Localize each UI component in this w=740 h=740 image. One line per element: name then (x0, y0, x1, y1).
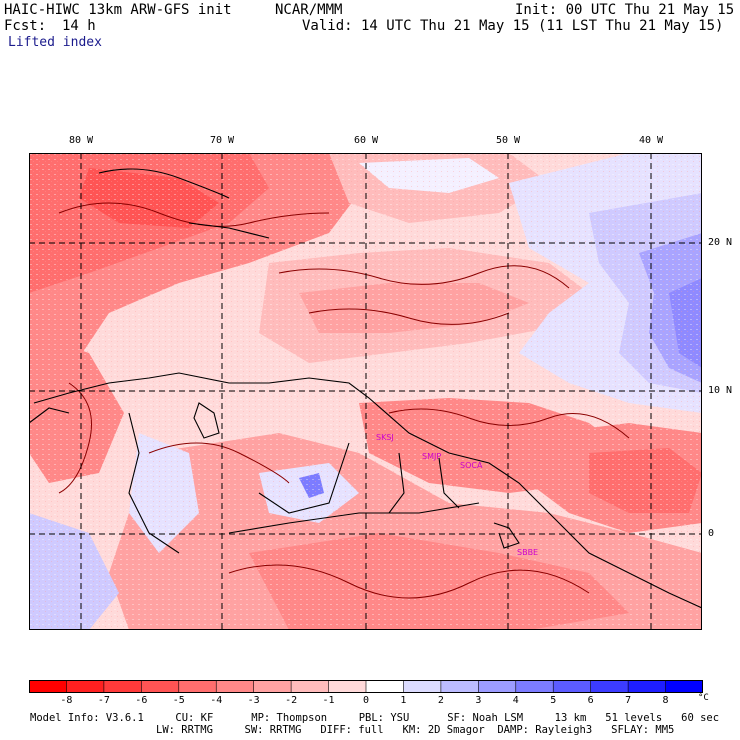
colorbar-swatch (403, 680, 442, 693)
colorbar-unit: °C (698, 693, 709, 703)
coastline-south-america-north (33, 372, 702, 609)
colorbar-tick-label: 7 (625, 695, 632, 706)
lon-label-40w: 40 W (638, 135, 664, 146)
station-label-sbbe: SBBE (517, 548, 538, 557)
lat-label-equator: 0 (708, 528, 715, 539)
lat-label-20n: 20 N (708, 237, 733, 248)
lon-label-80w: 80 W (68, 135, 94, 146)
border-venezuela-guyana (258, 442, 350, 514)
colorbar-tick-label: -6 (135, 695, 148, 706)
colorbar-tick-label: -8 (60, 695, 73, 706)
li-contour-7 (58, 382, 92, 494)
colorbar-tick-label: 4 (512, 695, 519, 706)
colorbar-swatch (328, 680, 367, 693)
lon-label-50w: 50 W (495, 135, 521, 146)
init-time: Init: 00 UTC Thu 21 May 15 (515, 2, 735, 18)
colorbar-swatch (216, 680, 255, 693)
model-title: HAIC-HIWC 13km ARW-GFS init (4, 2, 232, 18)
coastline-cuba (98, 168, 230, 199)
li-contour-6 (148, 442, 290, 484)
colorbar-tick-label: -4 (210, 695, 223, 706)
colorbar-tick-label: -1 (322, 695, 335, 706)
colorbar-tick-label: 1 (400, 695, 407, 706)
colorbar-tick-label: 2 (437, 695, 444, 706)
field-name: Lifted index (8, 35, 102, 50)
colorbar-swatch (66, 680, 105, 693)
colorbar-tick-label: 0 (362, 695, 370, 706)
colorbar-swatch (628, 680, 667, 693)
coastline-lake-maracaibo (193, 402, 220, 439)
border-guyana-suriname (388, 452, 405, 514)
lon-label-60w: 60 W (353, 135, 379, 146)
colorbar-swatch (178, 680, 217, 693)
valid-time: Valid: 14 UTC Thu 21 May 15 (11 LST Thu … (302, 18, 724, 34)
station-label-soca: SOCA (460, 461, 483, 470)
coastline-panama (29, 407, 70, 424)
colorbar-swatch (366, 680, 404, 693)
colorbar-tick-label: 8 (662, 695, 669, 706)
map-frame (29, 153, 702, 630)
lat-label-10n: 10 N (708, 385, 733, 396)
border-brazil-north (228, 502, 480, 534)
lifted-index-map: SKSJ SMJP SOCA SBBE (29, 153, 702, 630)
colorbar-tick-label: -5 (172, 695, 185, 706)
li-contour-4 (388, 408, 630, 439)
colorbar-swatch (103, 680, 142, 693)
colorbar-swatch (253, 680, 292, 693)
colorbar-swatch (291, 680, 330, 693)
colorbar-tick-label: 5 (550, 695, 557, 706)
lon-label-70w: 70 W (209, 135, 235, 146)
coastline-hispaniola (188, 222, 270, 239)
station-label-sksj: SKSJ (376, 433, 394, 442)
colorbar-tick-label: -7 (97, 695, 110, 706)
colorbar-tick-label: -2 (285, 695, 298, 706)
colorbar-swatch (590, 680, 629, 693)
colorbar (29, 680, 703, 693)
colorbar-swatch (478, 680, 517, 693)
colorbar-swatch (440, 680, 479, 693)
colorbar-tick-label: -3 (247, 695, 260, 706)
li-contour-3 (308, 308, 510, 325)
colorbar-swatch (515, 680, 554, 693)
model-info-line-1: Model Info: V3.6.1 CU: KF MP: Thompson P… (30, 712, 720, 724)
li-contour-5 (228, 564, 590, 599)
station-label-smjp: SMJP (422, 452, 441, 461)
border-suriname-guiana (438, 457, 460, 509)
colorbar-swatch (141, 680, 180, 693)
colorbar-swatch (553, 680, 592, 693)
colorbar-tick-label: 3 (475, 695, 482, 706)
colorbar-swatch (665, 680, 703, 693)
forecast-label: Fcst: (4, 18, 47, 34)
org-label: NCAR/MMM (275, 2, 343, 18)
border-venezuela-colombia (128, 412, 180, 554)
forecast-hour: 14 h (62, 18, 96, 34)
li-contour-2 (278, 265, 570, 289)
colorbar-swatch (29, 680, 67, 693)
model-info-line-2: LW: RRTMG SW: RRTMG DIFF: full KM: 2D Sm… (156, 724, 675, 736)
coastline-amazon-delta (493, 522, 520, 549)
colorbar-tick-label: 6 (587, 695, 594, 706)
